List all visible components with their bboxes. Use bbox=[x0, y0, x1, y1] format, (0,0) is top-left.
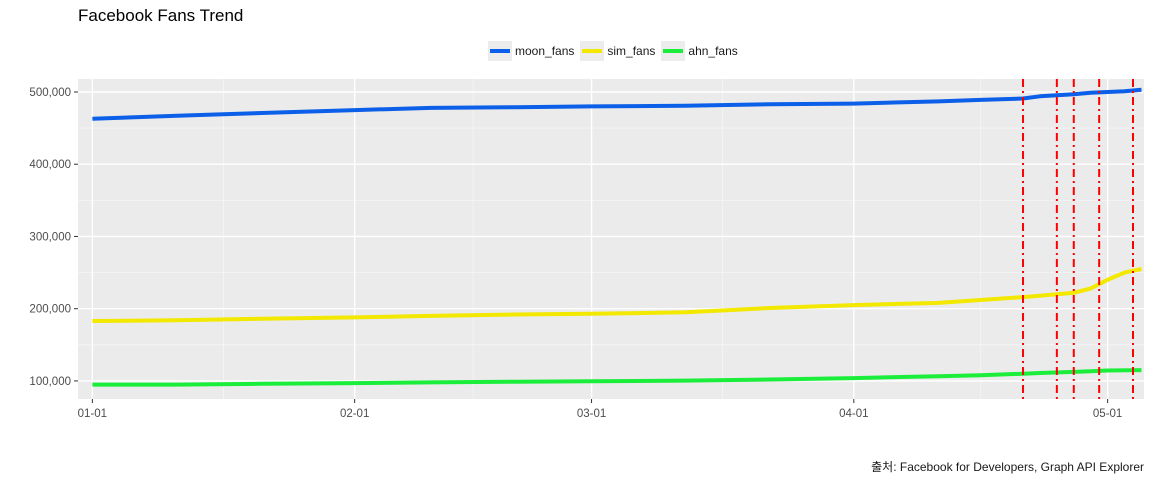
panel-background bbox=[78, 79, 1144, 399]
chart-title: Facebook Fans Trend bbox=[78, 6, 244, 25]
y-tick-label: 200,000 bbox=[29, 304, 71, 316]
y-tick-label: 100,000 bbox=[29, 376, 71, 388]
series-line-sim-fans bbox=[92, 267, 1142, 323]
legend-label-moon-fans: moon_fans bbox=[515, 44, 575, 58]
y-tick-label: 400,000 bbox=[29, 159, 71, 171]
x-tick-label: 04-01 bbox=[839, 408, 868, 420]
legend-item-moon-fans: moon_fans bbox=[488, 41, 574, 61]
series-line-moon-fans bbox=[92, 87, 1142, 121]
source-caption: 출처: Facebook for Developers, Graph API E… bbox=[871, 460, 1144, 474]
series-line-ahn-fans bbox=[92, 368, 1142, 387]
legend-item-sim-fans: sim_fans bbox=[580, 41, 655, 61]
legend-swatch-moon bbox=[490, 49, 510, 53]
x-tick-label: 03-01 bbox=[577, 408, 606, 420]
legend-key bbox=[488, 41, 512, 61]
y-tick-label: 500,000 bbox=[29, 87, 71, 99]
legend-swatch-ahn bbox=[663, 49, 684, 53]
legend-item-ahn-fans: ahn_fans bbox=[661, 41, 738, 61]
y-tick-label: 300,000 bbox=[29, 231, 71, 243]
legend-key bbox=[580, 41, 605, 61]
x-tick-label: 01-01 bbox=[78, 408, 107, 420]
x-tick-label: 05-01 bbox=[1093, 408, 1122, 420]
legend-swatch-sim bbox=[582, 49, 603, 53]
legend-label-sim-fans: sim_fans bbox=[607, 44, 656, 58]
legend: moon_fans sim_fans ahn_fans bbox=[488, 40, 744, 62]
legend-label-ahn-fans: ahn_fans bbox=[688, 44, 738, 58]
legend-key bbox=[661, 41, 686, 61]
x-tick-label: 02-01 bbox=[340, 408, 369, 420]
